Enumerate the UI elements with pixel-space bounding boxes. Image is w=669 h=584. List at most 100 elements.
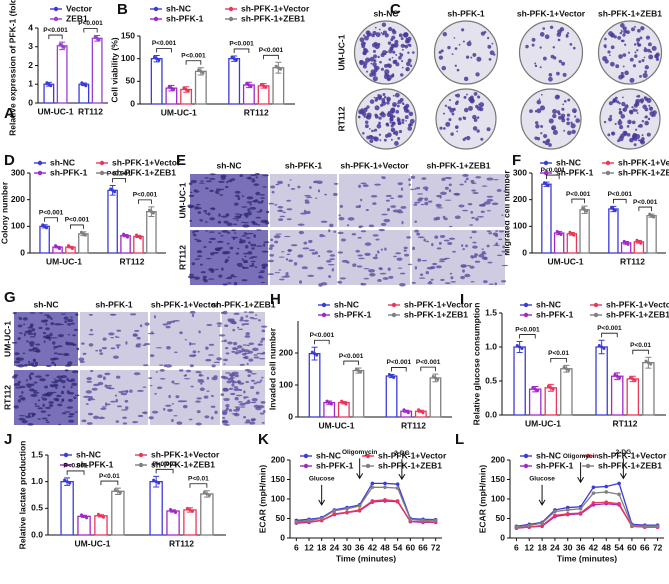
legend-label: sh-PFK-1 [76, 459, 114, 469]
colony [461, 28, 465, 32]
cell [355, 205, 361, 209]
cell [90, 369, 94, 373]
cell [359, 225, 364, 228]
colony [643, 48, 648, 53]
cell [207, 278, 215, 280]
colony [364, 35, 369, 41]
cell [481, 185, 488, 187]
bar [91, 37, 103, 104]
cell [245, 237, 251, 239]
colony [616, 100, 620, 104]
cell [224, 347, 229, 350]
cell [247, 374, 251, 378]
colony [394, 39, 399, 44]
bar [150, 58, 163, 105]
cell [462, 209, 469, 212]
cell [221, 215, 228, 218]
cell [226, 180, 229, 184]
p-value: P<0.01 [188, 475, 209, 482]
cell [262, 250, 269, 253]
data-dot [631, 377, 635, 381]
cell [501, 214, 504, 216]
cell [262, 186, 267, 188]
colony [366, 112, 372, 118]
legend-marker [365, 463, 371, 469]
cell [66, 377, 70, 382]
colony [395, 133, 398, 136]
cell [197, 211, 202, 214]
data-dot [138, 236, 142, 240]
cell [200, 180, 204, 182]
x-tick-label: RT112 [401, 420, 426, 430]
data-dot [85, 516, 89, 520]
cell [165, 325, 171, 329]
cell [31, 328, 36, 332]
data-dot [63, 478, 67, 482]
data-point [527, 523, 532, 528]
cell [40, 319, 48, 323]
data-dot [618, 376, 622, 380]
colony [539, 46, 542, 49]
colony [399, 53, 404, 57]
colony [374, 26, 377, 29]
colony [561, 107, 565, 111]
bar [429, 377, 442, 418]
data-dot [431, 374, 435, 378]
cell [326, 250, 333, 253]
colony [608, 101, 613, 106]
cell [226, 242, 230, 245]
data-point [565, 512, 570, 516]
colony [468, 105, 473, 111]
cell [90, 328, 93, 332]
cell [494, 282, 498, 286]
colony [454, 64, 457, 67]
y-tick-label: 4 [28, 22, 33, 32]
cell [390, 205, 397, 208]
data-point [604, 484, 609, 489]
cell [368, 269, 376, 273]
data-dot [157, 481, 161, 485]
colony [387, 41, 392, 45]
legend-label: sh-NC [166, 3, 191, 13]
data-dot [613, 209, 617, 212]
bar [323, 401, 336, 418]
colony [373, 65, 378, 70]
cell [13, 383, 21, 387]
colony [379, 139, 382, 142]
colony [373, 41, 378, 46]
cell [332, 192, 338, 196]
cell [205, 180, 213, 183]
cell [188, 194, 195, 198]
legend-label: sh-PFK-1+ZEB1 [151, 459, 215, 469]
cell [340, 238, 346, 242]
colony [645, 35, 650, 40]
colony [644, 65, 649, 70]
colony [456, 100, 459, 104]
colony [383, 95, 387, 99]
cell [73, 328, 79, 331]
cell [120, 409, 128, 411]
cell [193, 354, 197, 357]
y-tick-label: 300 [513, 167, 527, 177]
cell [247, 241, 251, 244]
significance-bracket [420, 366, 436, 372]
colony [647, 117, 651, 121]
colony [603, 120, 607, 124]
colony [371, 129, 374, 133]
colony [470, 95, 474, 100]
cell [327, 263, 335, 266]
colony [632, 108, 636, 112]
cell [137, 414, 144, 418]
cell [444, 186, 449, 190]
data-point [395, 482, 400, 486]
cell [207, 212, 211, 216]
cell [37, 418, 41, 420]
y-axis-title: Relative lactate production [17, 441, 27, 550]
cell [189, 191, 193, 194]
cell [209, 237, 217, 241]
cell [363, 268, 370, 270]
cell [53, 378, 56, 380]
legend-label: sh-NC [76, 449, 101, 459]
data-dot [613, 373, 617, 377]
cell [410, 188, 415, 191]
